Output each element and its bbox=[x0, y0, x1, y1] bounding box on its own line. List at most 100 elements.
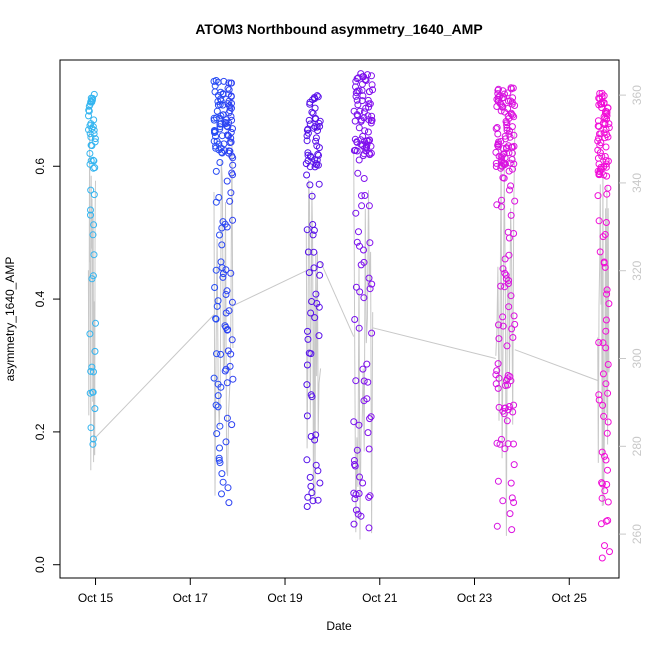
data-point bbox=[495, 96, 502, 104]
data-point bbox=[355, 156, 363, 164]
data-point bbox=[595, 391, 603, 399]
data-point bbox=[303, 126, 311, 134]
data-point bbox=[215, 454, 223, 462]
data-point bbox=[312, 134, 320, 142]
x-tick-label-2: Oct 19 bbox=[267, 591, 303, 605]
data-point bbox=[225, 499, 233, 507]
data-point bbox=[303, 361, 311, 369]
data-point bbox=[360, 246, 367, 254]
data-point bbox=[212, 401, 220, 409]
data-point bbox=[316, 479, 324, 487]
data-point bbox=[304, 493, 312, 501]
cluster-line-4 bbox=[495, 129, 516, 536]
data-point bbox=[504, 372, 512, 379]
data-point bbox=[598, 494, 606, 502]
data-point bbox=[501, 283, 509, 291]
data-point bbox=[603, 481, 611, 488]
data-point bbox=[87, 186, 95, 194]
data-point bbox=[312, 137, 320, 145]
data-point bbox=[605, 120, 613, 128]
data-point bbox=[507, 292, 515, 300]
data-point bbox=[363, 137, 371, 145]
data-point bbox=[308, 298, 316, 305]
data-point bbox=[222, 291, 230, 298]
data-point bbox=[598, 100, 606, 108]
data-point bbox=[92, 319, 99, 327]
data-point bbox=[219, 270, 227, 278]
data-point bbox=[304, 248, 312, 256]
data-point bbox=[599, 233, 607, 241]
data-point bbox=[87, 97, 95, 105]
data-point bbox=[314, 150, 322, 158]
data-point bbox=[603, 160, 610, 168]
data-point bbox=[225, 79, 233, 87]
data-point bbox=[86, 160, 94, 168]
data-point bbox=[361, 192, 369, 199]
data-point bbox=[355, 87, 363, 95]
data-point bbox=[87, 211, 94, 219]
data-point bbox=[601, 487, 609, 495]
x-axis: Oct 15 Oct 17 Oct 19 Oct 21 Oct 23 Oct 25 bbox=[78, 578, 587, 605]
data-point bbox=[510, 401, 518, 409]
data-point bbox=[506, 186, 513, 194]
data-point bbox=[354, 510, 362, 518]
data-point bbox=[506, 510, 514, 518]
data-point bbox=[602, 316, 610, 324]
data-point bbox=[497, 282, 505, 290]
x-axis-label: Date bbox=[326, 619, 352, 633]
data-point bbox=[356, 242, 363, 250]
data-point bbox=[211, 127, 219, 135]
data-point bbox=[304, 151, 312, 159]
data-point bbox=[216, 459, 224, 467]
plot-frame bbox=[59, 59, 620, 579]
data-point bbox=[360, 294, 368, 302]
data-point bbox=[358, 202, 366, 210]
data-point bbox=[307, 309, 315, 317]
data-point bbox=[88, 96, 96, 104]
y-axis-label: asymmetry_1640_AMP bbox=[3, 257, 17, 382]
data-point bbox=[357, 70, 365, 78]
data-point bbox=[499, 265, 507, 273]
data-point bbox=[309, 497, 317, 505]
data-point bbox=[352, 506, 360, 514]
data-point bbox=[355, 421, 363, 429]
y-tick-label-2: 0.4 bbox=[33, 290, 47, 307]
data-point bbox=[311, 314, 319, 322]
data-point bbox=[220, 140, 228, 148]
data-point bbox=[597, 163, 605, 171]
data-point bbox=[503, 417, 511, 425]
data-point bbox=[502, 271, 510, 279]
data-point bbox=[90, 116, 98, 124]
data-point bbox=[505, 130, 513, 138]
connector-line-3 bbox=[372, 327, 496, 359]
data-point bbox=[505, 251, 513, 259]
data-point bbox=[601, 231, 609, 238]
data-point bbox=[309, 221, 317, 228]
data-point bbox=[218, 241, 226, 249]
cluster-trace-5 bbox=[597, 154, 610, 507]
data-point bbox=[355, 324, 363, 332]
data-point bbox=[510, 113, 518, 121]
data-point bbox=[595, 170, 603, 178]
data-point bbox=[361, 127, 369, 135]
data-point bbox=[502, 160, 509, 168]
data-point bbox=[358, 80, 366, 88]
data-point bbox=[366, 285, 374, 293]
data-point bbox=[89, 388, 97, 396]
data-point bbox=[90, 221, 98, 229]
data-point bbox=[504, 406, 512, 414]
data-point bbox=[502, 135, 509, 143]
data-point bbox=[493, 439, 501, 447]
data-point bbox=[365, 524, 373, 532]
data-point bbox=[368, 112, 376, 120]
y-right-tick-label-5: 360 bbox=[630, 85, 644, 105]
data-point bbox=[507, 84, 515, 92]
data-point bbox=[218, 470, 226, 478]
data-point bbox=[507, 377, 515, 385]
data-point bbox=[504, 89, 512, 97]
plot-content bbox=[85, 70, 613, 562]
data-point bbox=[499, 497, 507, 505]
data-point bbox=[366, 492, 374, 500]
data-point bbox=[498, 196, 505, 204]
data-point bbox=[223, 122, 231, 130]
